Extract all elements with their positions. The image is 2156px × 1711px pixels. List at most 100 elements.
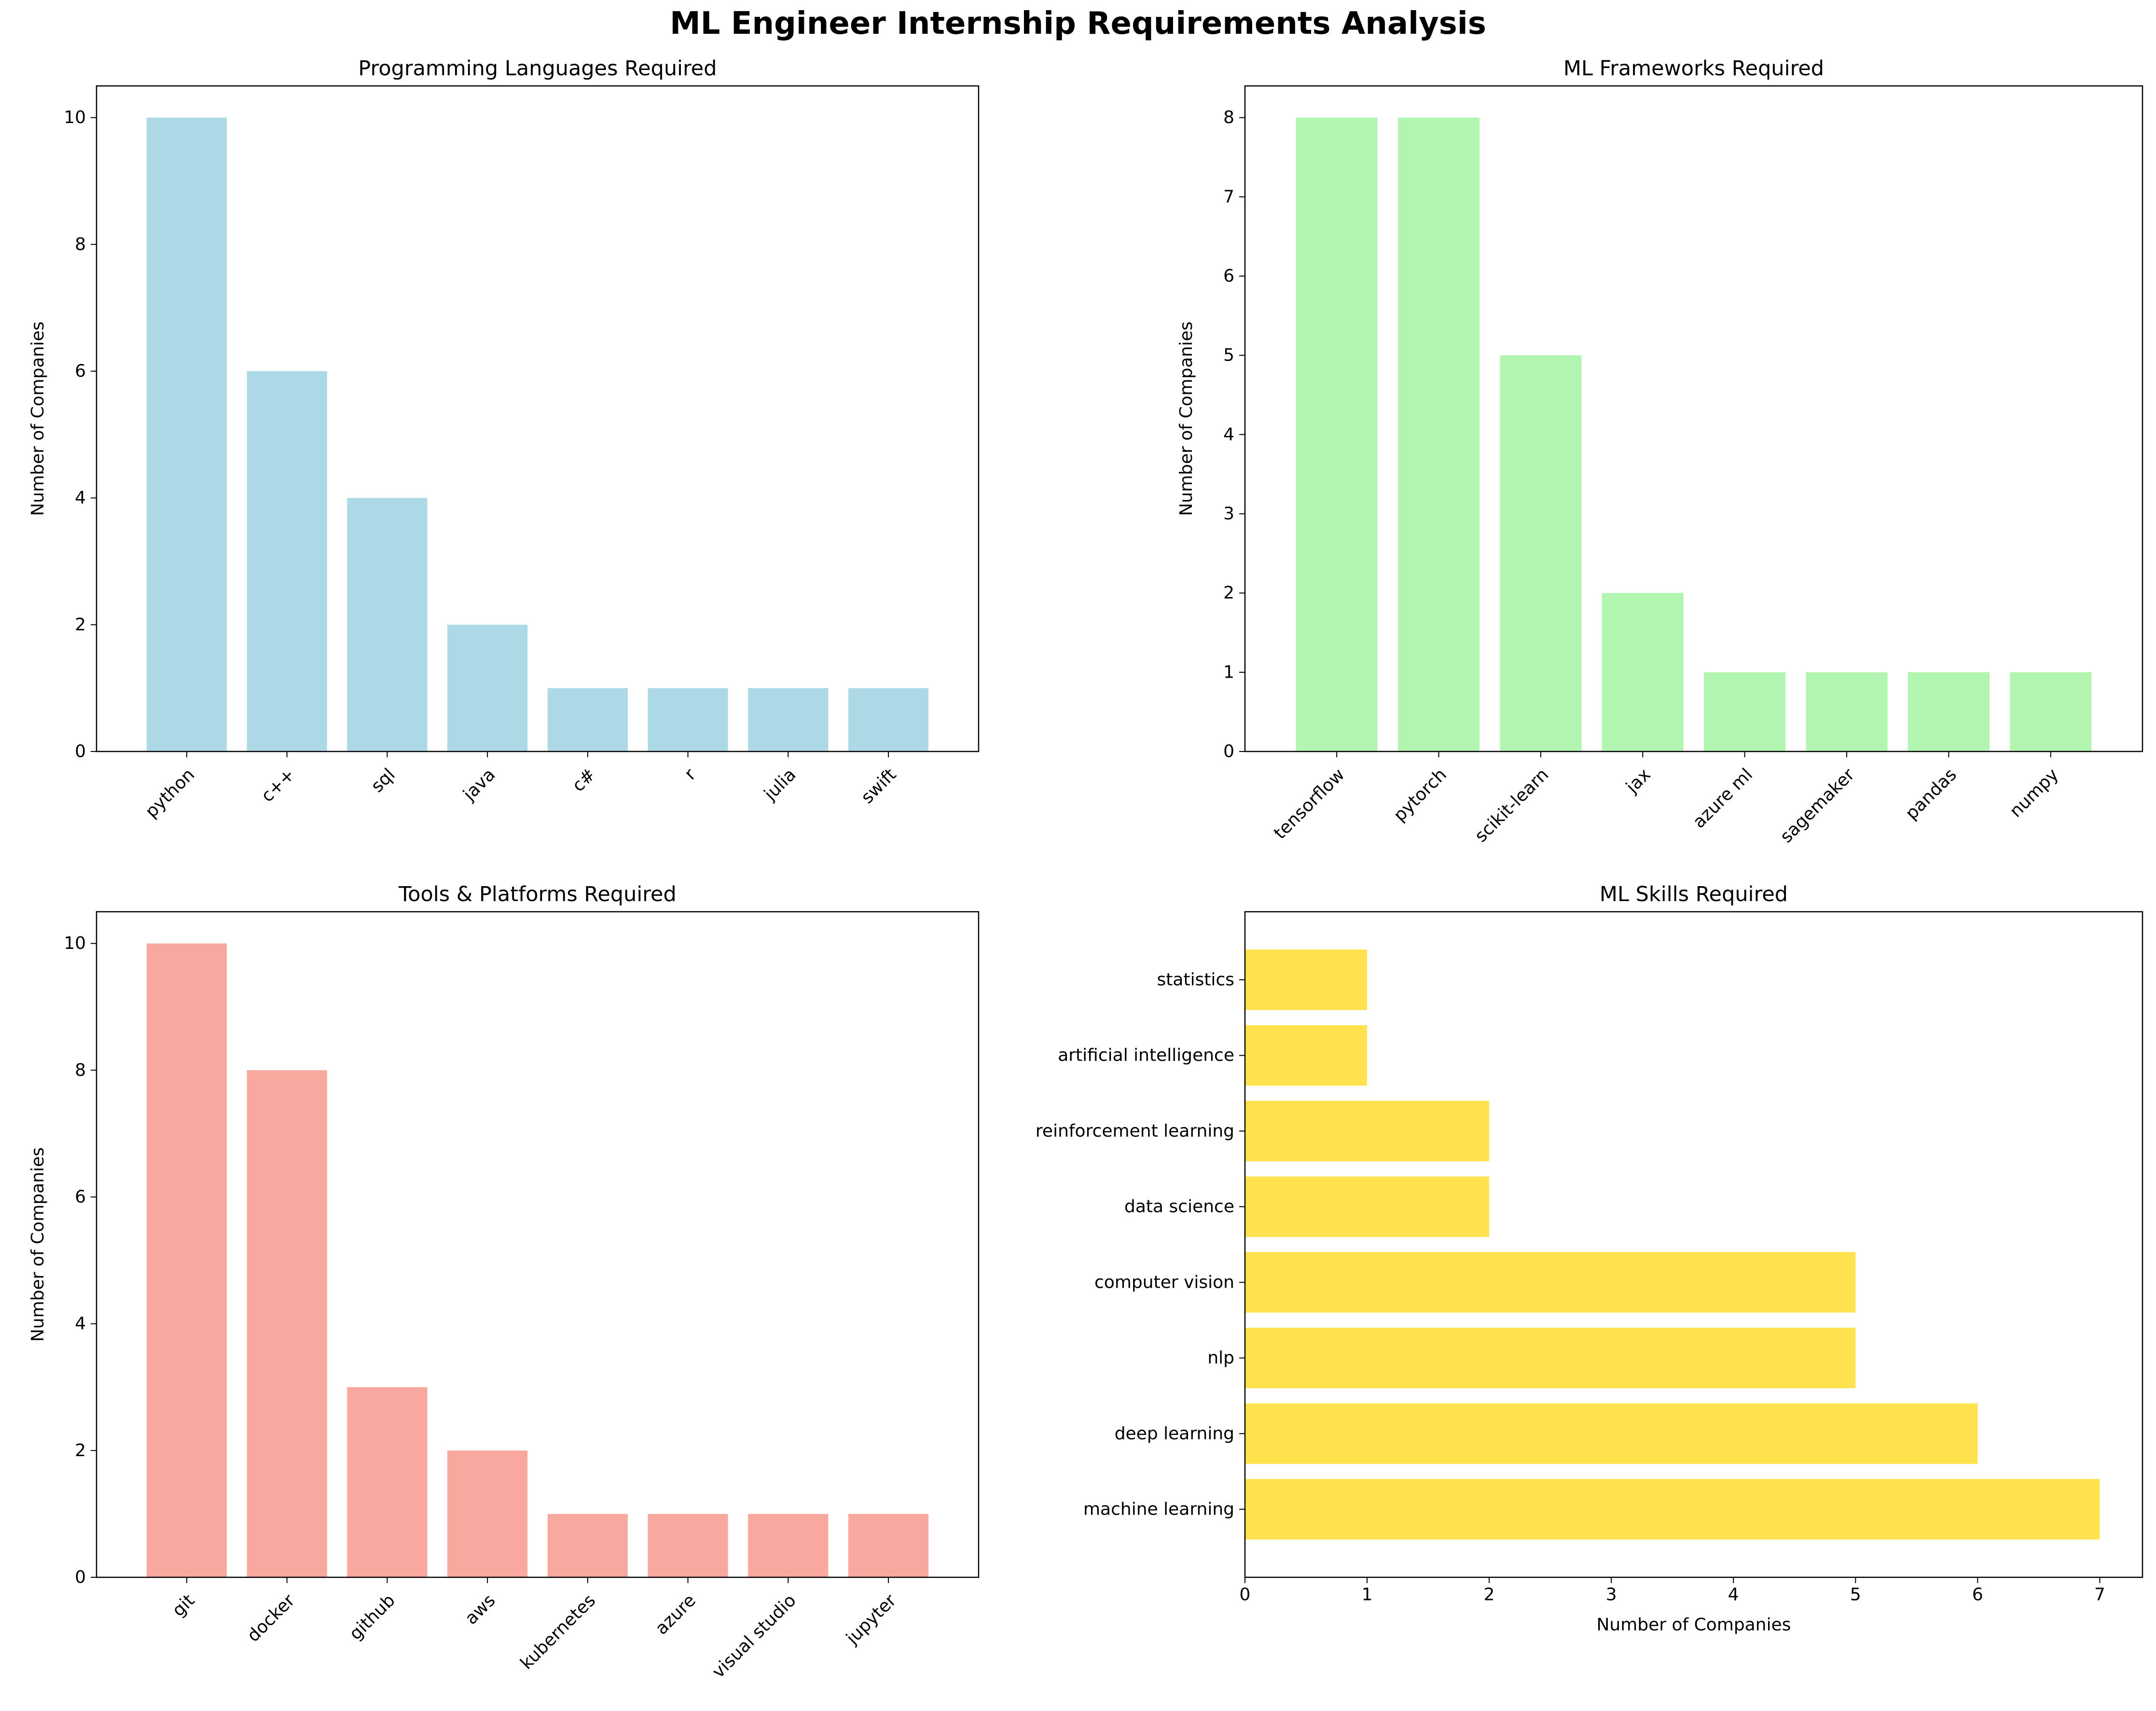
- y-tick-label: 8: [1223, 108, 1234, 127]
- bar-c-: [547, 688, 628, 751]
- bar-sagemaker: [1806, 672, 1888, 751]
- y-tick-label: machine learning: [1083, 1499, 1234, 1519]
- y-tick-label: 0: [75, 1568, 86, 1587]
- axes-frame: [96, 911, 980, 1578]
- x-tick-label: azure ml: [1689, 765, 1757, 832]
- chart-panel-3: Tools & Platforms Required git docker githu…: [28, 882, 980, 1682]
- x-tick-label: 7: [2094, 1585, 2105, 1605]
- chart-panel-2: ML Frameworks Required tensorflow pytorch s…: [1176, 56, 2143, 847]
- x-tick-label: jax: [1622, 765, 1654, 797]
- y-tick-label: nlp: [1207, 1348, 1234, 1368]
- y-tick-label: reinforcement learning: [1036, 1121, 1234, 1141]
- y-tick-label: 8: [75, 1060, 86, 1080]
- y-tick-label: 10: [64, 933, 86, 953]
- y-tick-label: 5: [1223, 346, 1234, 365]
- x-tick-label: docker: [243, 1590, 299, 1646]
- bar-azure: [648, 1514, 728, 1577]
- x-tick-label: pandas: [1902, 765, 1961, 823]
- x-tick-label: julia: [760, 765, 800, 805]
- y-tick-label: computer vision: [1094, 1272, 1234, 1292]
- figure-title: ML Engineer Internship Requirements Anal…: [670, 6, 1486, 42]
- bar-c-: [247, 371, 327, 751]
- x-tick-label: 1: [1362, 1585, 1373, 1605]
- x-tick-label: github: [346, 1590, 399, 1644]
- y-tick-label: deep learning: [1115, 1424, 1234, 1444]
- bar-machine-learning: [1245, 1479, 2100, 1540]
- bar-jupyter: [848, 1514, 929, 1577]
- panel-title: ML Skills Required: [1600, 882, 1788, 906]
- x-tick-label: swift: [857, 765, 900, 807]
- x-tick-label: java: [459, 765, 499, 805]
- x-tick-label: visual studio: [708, 1590, 800, 1682]
- x-tick-label: scikit-learn: [1471, 765, 1553, 846]
- bar-julia: [748, 688, 829, 751]
- bar-docker: [247, 1070, 327, 1577]
- bar-sql: [347, 498, 428, 751]
- chart-panel-1: Programming Languages Required python c++ s…: [28, 56, 980, 822]
- bar-deep-learning: [1245, 1403, 1978, 1464]
- y-tick-label: 6: [75, 1187, 86, 1207]
- y-tick-label: 6: [75, 362, 86, 381]
- x-tick-label: 5: [1850, 1585, 1861, 1605]
- x-tick-label: c#: [568, 765, 599, 795]
- x-tick-label: jupyter: [842, 1590, 900, 1648]
- bar-pytorch: [1398, 117, 1480, 752]
- y-tick-label: 4: [75, 1314, 86, 1334]
- bar-jax: [1602, 593, 1684, 751]
- y-tick-label: 1: [1223, 662, 1234, 682]
- y-tick-label: data science: [1124, 1197, 1234, 1217]
- x-axis-label: Number of Companies: [1596, 1615, 1791, 1635]
- x-tick-label: sql: [367, 765, 399, 796]
- y-tick-label: 2: [1223, 583, 1234, 603]
- bar-data-science: [1245, 1176, 1490, 1237]
- panel-title: Programming Languages Required: [358, 56, 717, 81]
- bar-artificial-intelligence: [1245, 1025, 1368, 1086]
- panel-title: Tools & Platforms Required: [398, 882, 677, 906]
- y-axis-label: Number of Companies: [28, 1147, 48, 1342]
- bar-kubernetes: [547, 1514, 628, 1577]
- y-tick-label: statistics: [1157, 970, 1234, 990]
- y-axis-label: Number of Companies: [1176, 321, 1196, 516]
- panel-title: ML Frameworks Required: [1563, 56, 1824, 81]
- x-tick-label: tensorflow: [1270, 765, 1349, 843]
- y-tick-label: 3: [1223, 504, 1234, 524]
- y-tick-label: 2: [75, 615, 86, 635]
- bar-aws: [447, 1450, 528, 1577]
- y-tick-label: 4: [1223, 425, 1234, 445]
- x-tick-label: sagemaker: [1776, 765, 1858, 847]
- y-tick-label: 0: [75, 742, 86, 762]
- y-axis-label: Number of Companies: [28, 321, 48, 516]
- bar-nlp: [1245, 1327, 1856, 1389]
- x-tick-label: 0: [1240, 1585, 1251, 1605]
- x-tick-label: 6: [1972, 1585, 1983, 1605]
- y-tick-label: 7: [1223, 187, 1234, 207]
- bar-swift: [848, 688, 929, 751]
- y-tick-label: 0: [1223, 742, 1234, 762]
- bar-github: [347, 1387, 428, 1577]
- bar-statistics: [1245, 949, 1368, 1010]
- y-tick-label: 10: [64, 108, 86, 127]
- bar-r: [648, 688, 728, 751]
- bar-reinforcement-learning: [1245, 1100, 1490, 1162]
- y-tick-label: 6: [1223, 266, 1234, 286]
- x-tick-label: 4: [1728, 1585, 1739, 1605]
- x-tick-label: pytorch: [1390, 765, 1451, 825]
- x-tick-label: python: [141, 765, 198, 821]
- bar-git: [146, 943, 227, 1577]
- x-tick-label: 2: [1484, 1585, 1495, 1605]
- axes-frame: [1244, 911, 2143, 1578]
- x-tick-label: azure: [651, 1590, 700, 1639]
- bar-tensorflow: [1296, 117, 1378, 752]
- axes-frame: [96, 85, 980, 752]
- x-tick-label: 3: [1606, 1585, 1617, 1605]
- y-tick-label: 4: [75, 488, 86, 508]
- x-tick-label: aws: [461, 1590, 499, 1628]
- y-tick-label: 8: [75, 235, 86, 254]
- bar-python: [146, 117, 227, 752]
- bar-visual-studio: [748, 1514, 829, 1577]
- x-tick-label: r: [681, 765, 700, 784]
- bar-pandas: [1907, 672, 1990, 751]
- x-tick-label: numpy: [2006, 765, 2062, 821]
